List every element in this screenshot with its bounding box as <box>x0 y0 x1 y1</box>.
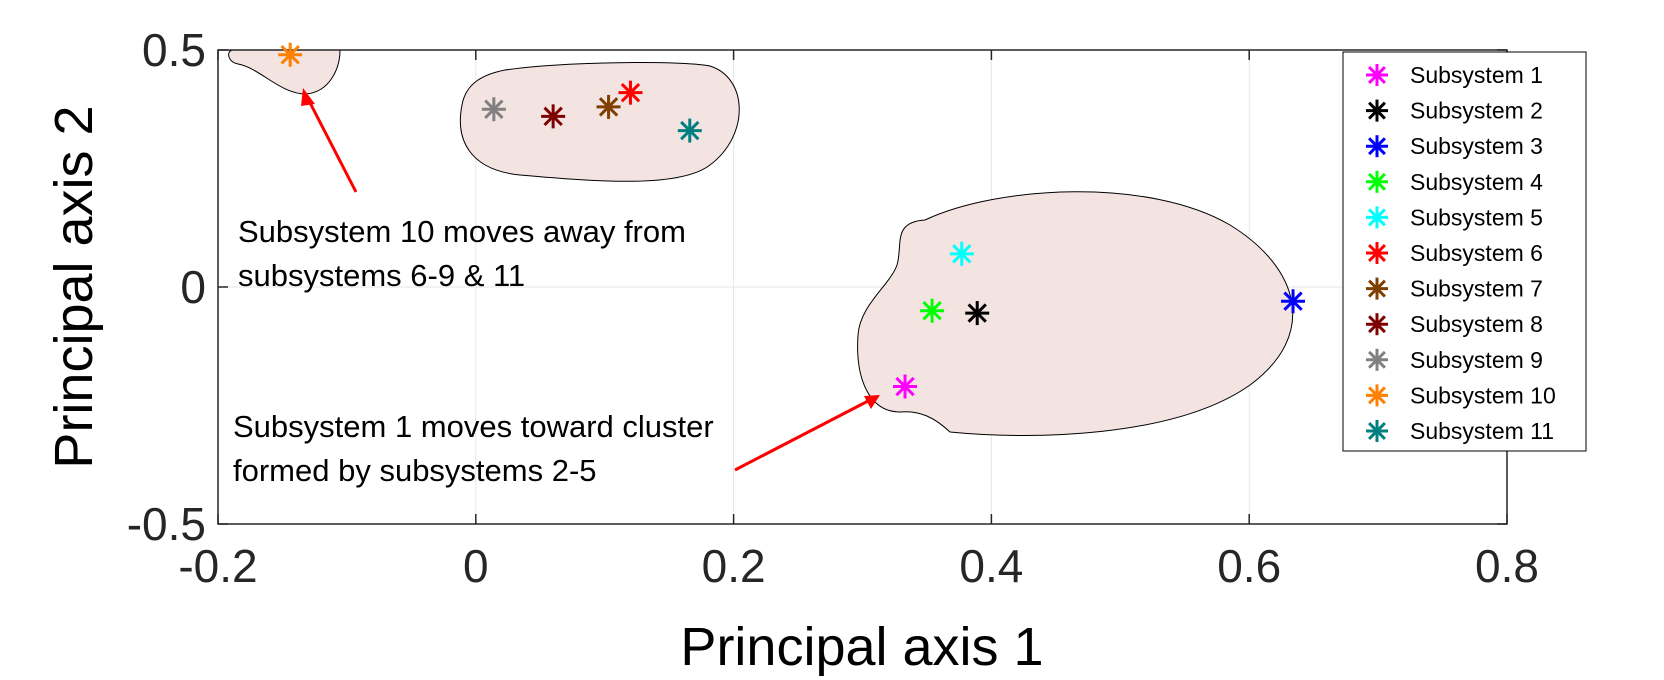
x-tick-label: 0 <box>463 540 489 592</box>
legend-label: Subsystem 5 <box>1410 204 1543 230</box>
legend-marker-subsystem-9 <box>1366 348 1388 371</box>
cluster-region-subsystems-1-5 <box>857 191 1294 436</box>
data-point-subsystem-7 <box>596 94 621 119</box>
annotation-text-line: subsystems 6-9 & 11 <box>238 258 525 293</box>
data-point-subsystem-11 <box>677 118 702 143</box>
data-point-subsystem-6 <box>618 80 643 105</box>
x-tick-label: -0.2 <box>178 540 257 592</box>
legend-label: Subsystem 1 <box>1410 62 1543 88</box>
legend-label: Subsystem 4 <box>1410 169 1543 195</box>
data-point-subsystem-9 <box>481 97 506 122</box>
x-tick-label: 0.4 <box>959 540 1023 592</box>
legend-marker-subsystem-6 <box>1366 242 1388 264</box>
legend-label: Subsystem 11 <box>1410 418 1554 444</box>
legend-marker-subsystem-5 <box>1366 206 1388 229</box>
legend-marker-subsystem-3 <box>1366 135 1388 158</box>
legend-label: Subsystem 7 <box>1410 276 1543 302</box>
legend-label: Subsystem 9 <box>1410 347 1543 373</box>
y-axis-label: Principal axis 2 <box>44 105 104 468</box>
legend-marker-subsystem-8 <box>1366 313 1388 336</box>
legend-marker-subsystem-7 <box>1366 277 1388 300</box>
annotation-subsystem-1: Subsystem 1 moves toward cluster formed … <box>233 395 880 488</box>
legend-label: Subsystem 6 <box>1410 240 1543 266</box>
legend-marker-subsystem-10 <box>1366 384 1388 407</box>
cluster-region-subsystem-10 <box>228 49 341 95</box>
data-point-subsystem-2 <box>965 301 990 326</box>
annotation-subsystem-10: Subsystem 10 moves away from subsystems … <box>238 88 686 293</box>
data-point-subsystem-3 <box>1281 289 1306 314</box>
data-point-subsystem-4 <box>920 298 945 323</box>
y-tick-label: 0 <box>180 261 206 313</box>
legend-marker-subsystem-4 <box>1366 170 1388 193</box>
annotation-arrow <box>734 398 871 472</box>
annotation-text-line: formed by subsystems 2-5 <box>233 453 597 488</box>
annotation-arrowhead <box>301 88 315 106</box>
cluster-region-subsystems-6-9-11 <box>459 62 740 182</box>
data-point-subsystem-5 <box>949 241 974 266</box>
annotation-arrow <box>304 94 358 193</box>
y-tick-label: -0.5 <box>127 498 206 550</box>
legend: Subsystem 1 Subsystem 2 Subsystem 3 Subsyst… <box>1342 51 1587 452</box>
legend-label: Subsystem 8 <box>1410 311 1543 337</box>
legend-label: Subsystem 10 <box>1410 382 1556 408</box>
legend-marker-subsystem-1 <box>1366 64 1388 86</box>
annotation-text-line: Subsystem 10 moves away from <box>238 214 686 249</box>
legend-label: Subsystem 3 <box>1410 133 1543 159</box>
y-tick-label: 0.5 <box>142 24 206 76</box>
data-point-subsystem-8 <box>541 104 566 129</box>
legend-marker-subsystem-2 <box>1366 99 1388 122</box>
axis-ticks: -0.2 0 0.2 0.4 0.6 0.8 -0.5 0 0.5 <box>127 24 1539 592</box>
annotation-text-line: Subsystem 1 moves toward cluster <box>233 409 714 444</box>
data-point-subsystem-1 <box>893 374 918 399</box>
x-tick-label: 0.8 <box>1475 540 1539 592</box>
x-axis-label: Principal axis 1 <box>680 617 1043 677</box>
data-points <box>278 42 1306 399</box>
legend-label: Subsystem 2 <box>1410 98 1543 124</box>
data-point-subsystem-10 <box>278 42 303 67</box>
legend-marker-subsystem-11 <box>1366 420 1388 442</box>
x-tick-label: 0.6 <box>1217 540 1281 592</box>
annotation-arrowhead <box>864 395 880 409</box>
x-tick-label: 0.2 <box>702 540 766 592</box>
